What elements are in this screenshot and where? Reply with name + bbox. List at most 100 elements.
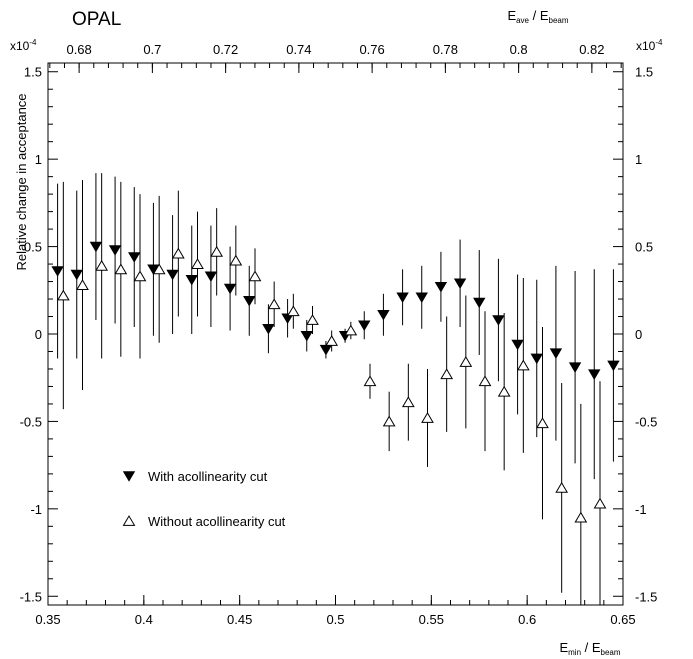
- point-without-cut: [76, 279, 89, 290]
- point-without-cut: [133, 270, 147, 282]
- point-without-cut: [248, 270, 262, 282]
- x-bottom-tick-label: 0.5: [326, 612, 344, 627]
- point-with-cut: [377, 309, 390, 321]
- point-without-cut: [152, 263, 166, 275]
- y-left-tick-label: 0.5: [24, 240, 42, 255]
- point-without-cut: [210, 245, 224, 257]
- error-bars-layer: [57, 173, 614, 605]
- x-top-tick-label: 0.7: [143, 42, 161, 57]
- x-top-title-sub2: beam: [549, 16, 569, 25]
- point-without-cut: [286, 305, 300, 317]
- legend-marker-with-cut: [122, 471, 136, 482]
- point-with-cut: [549, 348, 563, 359]
- point-with-cut: [396, 292, 409, 304]
- point-with-cut: [473, 297, 486, 309]
- x-bottom-title-sub2: beam: [601, 648, 621, 657]
- point-without-cut: [171, 247, 185, 259]
- point-without-cut: [593, 497, 607, 509]
- y-left-tick-label: -0.5: [20, 414, 42, 429]
- point-with-cut: [89, 241, 103, 253]
- x-top-tick-label: 0.68: [66, 42, 91, 57]
- point-without-cut: [114, 263, 128, 275]
- axes-layer: 0.35 0.4 0.45 0.5 0.55 0.6 0.65 0.68 0.7 0.72 0.74…: [20, 42, 658, 627]
- x-top-tick-label: 0.72: [213, 42, 238, 57]
- x-bottom-tick-label: 0.4: [135, 612, 153, 627]
- y-left-tick-label: 1.5: [24, 65, 42, 80]
- y-right-tick-label: -0.5: [635, 414, 657, 429]
- x-top-title-main: E: [507, 8, 516, 23]
- point-with-cut: [492, 315, 505, 326]
- x-bottom-tick-label: 0.45: [227, 612, 252, 627]
- point-with-cut: [319, 344, 333, 356]
- y-right-tick-label: 0.5: [635, 240, 653, 255]
- point-with-cut: [530, 353, 543, 365]
- point-without-cut: [440, 368, 454, 380]
- point-without-cut: [478, 375, 492, 387]
- point-without-cut: [363, 375, 377, 387]
- point-with-cut: [51, 266, 64, 277]
- point-with-cut: [511, 339, 524, 351]
- point-with-cut: [568, 362, 582, 373]
- y-left-tick-label: 1: [35, 152, 42, 167]
- point-without-cut: [344, 324, 358, 336]
- y-exponent-right-power: -4: [655, 38, 663, 47]
- y-right-tick-label: 1.5: [635, 65, 653, 80]
- point-with-cut: [415, 292, 428, 304]
- y-right-tick-label: -1: [635, 502, 647, 517]
- legend-label-with-cut: With acollinearity cut: [148, 469, 268, 484]
- point-without-cut: [382, 415, 396, 427]
- point-without-cut: [555, 481, 569, 493]
- point-with-cut: [128, 252, 141, 263]
- point-without-cut: [459, 356, 473, 367]
- point-with-cut: [300, 330, 313, 342]
- x-top-tick-label: 0.8: [510, 42, 528, 57]
- y-exponent-right-base: x10: [636, 39, 656, 53]
- point-with-cut: [223, 283, 237, 295]
- point-with-cut: [607, 360, 620, 372]
- legend-label-without-cut: Without acollinearity cut: [148, 514, 286, 529]
- point-with-cut: [358, 320, 371, 331]
- y-exponent-left: x10-4: [10, 38, 37, 53]
- y-axis-title: Relative change in acceptance: [14, 93, 29, 270]
- point-without-cut: [56, 289, 70, 301]
- experiment-label: OPAL: [72, 9, 121, 30]
- point-without-cut: [229, 254, 243, 266]
- point-with-cut: [204, 271, 218, 283]
- y-exponent-right: x10-4: [636, 38, 663, 53]
- point-with-cut: [166, 269, 179, 281]
- point-without-cut: [95, 259, 109, 271]
- point-without-cut: [267, 298, 281, 310]
- x-bottom-axis-title: Emin / Ebeam: [559, 640, 620, 657]
- y-right-tick-label: 1: [635, 152, 642, 167]
- y-right-tick-label: 0: [635, 327, 642, 342]
- point-without-cut: [574, 511, 588, 523]
- x-top-title-sub: ave: [516, 16, 529, 25]
- point-with-cut: [434, 281, 448, 293]
- point-with-cut: [453, 278, 467, 290]
- markers-layer: [51, 241, 620, 523]
- point-with-cut: [262, 323, 275, 335]
- x-bottom-tick-label: 0.35: [35, 612, 60, 627]
- x-bottom-tick-label: 0.6: [518, 612, 536, 627]
- point-without-cut: [516, 359, 530, 371]
- point-with-cut: [185, 274, 198, 286]
- x-bottom-title-sub: min: [568, 648, 581, 657]
- point-with-cut: [243, 295, 256, 307]
- y-left-tick-label: -1.5: [20, 589, 42, 604]
- point-without-cut: [325, 335, 339, 346]
- y-exponent-left-power: -4: [29, 38, 37, 47]
- point-without-cut: [191, 258, 204, 269]
- point-without-cut: [497, 385, 511, 397]
- x-bottom-tick-label: 0.55: [419, 612, 444, 627]
- point-without-cut: [401, 396, 415, 408]
- y-left-tick-label: -1: [30, 502, 42, 517]
- point-with-cut: [588, 369, 601, 380]
- x-top-tick-label: 0.78: [433, 42, 458, 57]
- x-top-axis-title: Eave / Ebeam: [507, 8, 568, 25]
- x-bottom-tick-label: 0.65: [610, 612, 635, 627]
- x-top-title-sep: / E: [529, 8, 549, 23]
- point-without-cut: [536, 417, 549, 429]
- point-with-cut: [70, 269, 83, 281]
- x-top-tick-label: 0.76: [359, 42, 384, 57]
